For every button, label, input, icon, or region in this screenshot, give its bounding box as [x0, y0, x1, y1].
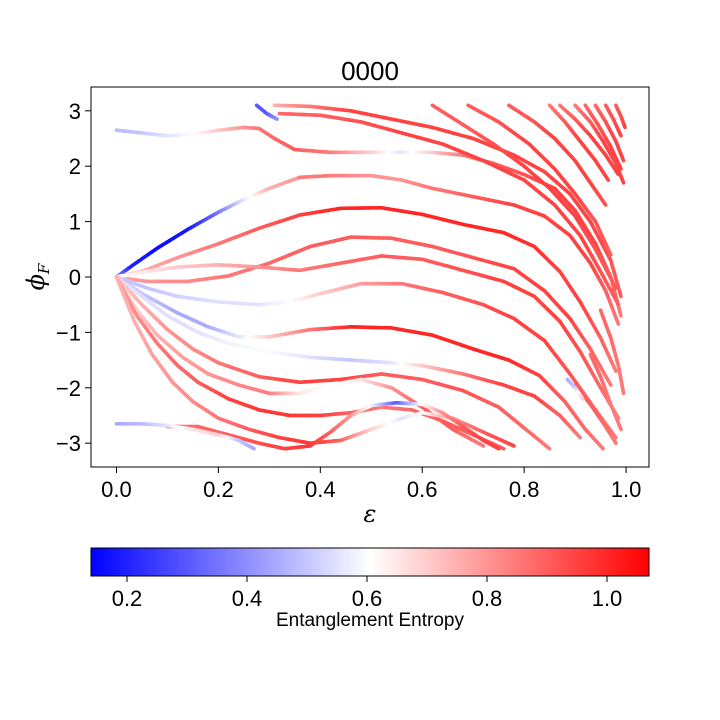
colorbar-ticks: 0.2 0.4 0.6 0.8 1.0	[112, 576, 623, 611]
series-29	[588, 352, 623, 432]
colorbar-tick-label: 0.4	[232, 586, 263, 611]
series-21	[547, 103, 611, 182]
series-13	[114, 421, 256, 451]
y-tick-label: −2	[56, 376, 81, 401]
x-tick-label: 0.0	[101, 477, 132, 502]
data-point	[612, 282, 618, 290]
series-6	[114, 275, 605, 451]
series-0	[114, 175, 302, 279]
data-point	[498, 445, 506, 451]
series-10	[114, 275, 506, 451]
data-point	[606, 379, 613, 387]
data-point	[615, 318, 621, 326]
data-point	[509, 442, 516, 448]
data-point	[614, 299, 621, 307]
series-11	[114, 275, 516, 448]
x-tick-label: 0.4	[305, 477, 336, 502]
data-point	[618, 164, 623, 171]
series-7	[114, 275, 583, 440]
series-26	[603, 103, 623, 138]
chart-title: 0000	[341, 56, 399, 86]
data-point	[607, 249, 613, 257]
data-point	[599, 444, 605, 451]
data-point	[618, 290, 623, 299]
colorbar-tick-label: 0.2	[112, 586, 143, 611]
data-point	[621, 388, 626, 396]
y-tick-label: −3	[56, 431, 81, 456]
x-tick-label: 1.0	[611, 477, 642, 502]
series-1	[298, 173, 621, 326]
y-tick-label: 0	[69, 265, 81, 290]
series-17	[277, 111, 621, 307]
data-point	[612, 366, 618, 373]
data-point	[576, 433, 583, 440]
y-axis-label-main: ϕ	[22, 274, 50, 290]
colorbar-label: Entanglement Entropy	[276, 610, 465, 631]
colorbar-tick-label: 1.0	[592, 586, 623, 611]
series-18	[430, 103, 618, 290]
data-point	[478, 442, 486, 448]
data-point	[274, 116, 279, 121]
data-point	[602, 200, 608, 207]
colorbar-tick-label: 0.8	[472, 586, 503, 611]
data-point	[545, 445, 552, 451]
x-axis-label: ε	[364, 500, 377, 528]
data-point	[618, 310, 623, 318]
y-tick-label: 2	[69, 154, 81, 179]
y-tick-label: 1	[69, 210, 81, 235]
series-19	[466, 103, 613, 257]
series-25	[593, 103, 626, 163]
series-22	[558, 103, 621, 177]
series-15	[254, 103, 279, 121]
x-tick-label: 0.2	[203, 477, 234, 502]
series-14	[114, 125, 623, 318]
x-tick-label: 0.8	[509, 477, 540, 502]
colorbar-tick-label: 0.6	[352, 586, 383, 611]
colorbar	[90, 547, 650, 577]
series-31	[565, 377, 585, 401]
data-point	[613, 439, 618, 445]
y-axis: −3 −2 −1 0 1 2 3	[56, 99, 91, 456]
series-24	[583, 103, 623, 171]
x-axis: 0.0 0.2 0.4 0.6 0.8 1.0	[101, 467, 641, 502]
y-tick-label: 3	[69, 99, 81, 124]
series-layer	[114, 103, 627, 451]
x-tick-label: 0.6	[407, 477, 438, 502]
series-27	[614, 103, 627, 130]
series-30	[598, 308, 626, 396]
data-point	[618, 425, 623, 432]
data-point	[495, 446, 501, 451]
series-5	[114, 275, 618, 440]
series-20	[507, 103, 608, 207]
y-axis-label-sub: F	[35, 263, 53, 275]
data-point	[620, 179, 626, 185]
data-point	[618, 132, 623, 138]
data-point	[605, 176, 611, 182]
data-point	[612, 433, 618, 440]
data-point	[250, 446, 256, 451]
y-tick-label: −1	[56, 320, 81, 345]
data-point	[580, 395, 585, 401]
series-8	[114, 275, 552, 451]
series-2	[114, 205, 618, 373]
series-23	[573, 103, 626, 185]
data-point	[620, 156, 626, 163]
y-axis-label: ϕF	[22, 263, 53, 290]
